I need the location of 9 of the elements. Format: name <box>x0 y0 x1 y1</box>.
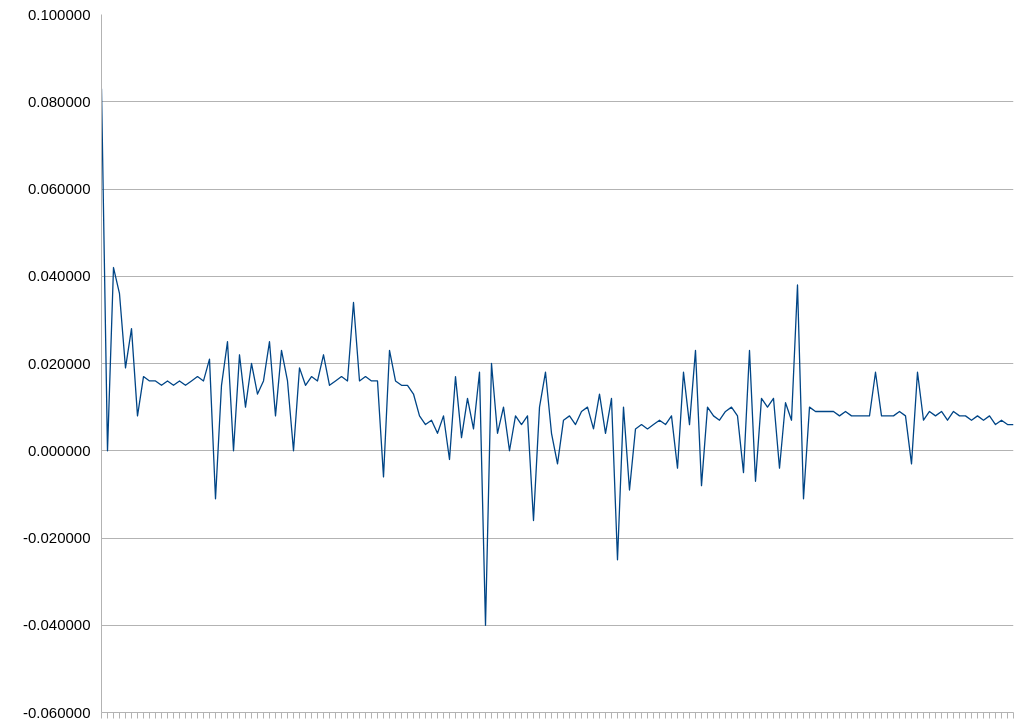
y-tick-label: -0.020000 <box>22 529 91 546</box>
y-tick-label: -0.060000 <box>22 703 91 721</box>
y-tick-label: 0.040000 <box>27 267 91 285</box>
y-tick-label: 0.100000 <box>27 5 91 23</box>
y-tick-label: 0.080000 <box>27 92 91 110</box>
y-tick-label: -0.040000 <box>22 616 91 634</box>
y-tick-label: 0.060000 <box>27 180 91 197</box>
y-tick-label: 0.020000 <box>27 354 91 372</box>
y-tick-label: 0.000000 <box>27 441 91 459</box>
